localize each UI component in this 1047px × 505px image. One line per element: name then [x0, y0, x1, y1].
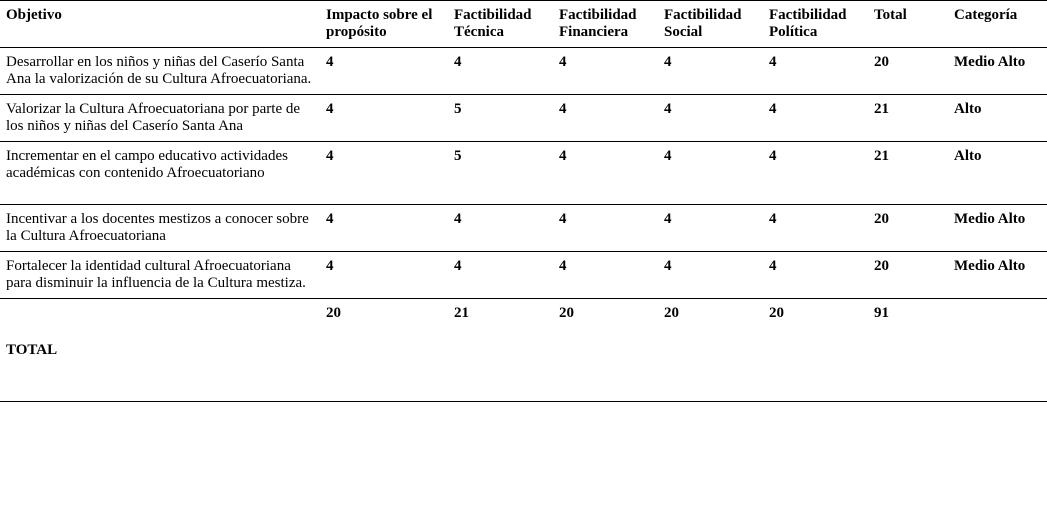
cell-financiera: 4 — [553, 252, 658, 299]
cell-politica: 4 — [763, 252, 868, 299]
cell-social: 4 — [658, 252, 763, 299]
cell-categoria: Medio Alto — [948, 205, 1047, 252]
total-social: 20 — [658, 299, 763, 402]
cell-politica: 4 — [763, 142, 868, 205]
cell-categoria: Alto — [948, 95, 1047, 142]
cell-tecnica: 4 — [448, 252, 553, 299]
total-categoria — [948, 299, 1047, 402]
col-header-impacto: Impacto sobre el propósito — [320, 1, 448, 48]
total-tecnica: 21 — [448, 299, 553, 402]
col-header-categoria: Categoría — [948, 1, 1047, 48]
cell-tecnica: 5 — [448, 95, 553, 142]
cell-impacto: 4 — [320, 142, 448, 205]
cell-financiera: 4 — [553, 205, 658, 252]
table-header: Objetivo Impacto sobre el propósito Fact… — [0, 1, 1047, 48]
total-impacto: 20 — [320, 299, 448, 402]
cell-social: 4 — [658, 142, 763, 205]
cell-total: 20 — [868, 205, 948, 252]
col-header-objetivo: Objetivo — [0, 1, 320, 48]
cell-impacto: 4 — [320, 48, 448, 95]
cell-categoria: Medio Alto — [948, 48, 1047, 95]
cell-total: 21 — [868, 95, 948, 142]
cell-tecnica: 4 — [448, 205, 553, 252]
col-header-tecnica: Factibilidad Técnica — [448, 1, 553, 48]
table-row: Desarrollar en los niños y niñas del Cas… — [0, 48, 1047, 95]
table-row: Fortalecer la identidad cultural Afroecu… — [0, 252, 1047, 299]
cell-categoria: Alto — [948, 142, 1047, 205]
cell-total: 20 — [868, 252, 948, 299]
cell-financiera: 4 — [553, 142, 658, 205]
table-row: Incrementar en el campo educativo activi… — [0, 142, 1047, 205]
cell-objetivo: Fortalecer la identidad cultural Afroecu… — [0, 252, 320, 299]
cell-objetivo: Incrementar en el campo educativo activi… — [0, 142, 320, 205]
objectives-table: Objetivo Impacto sobre el propósito Fact… — [0, 0, 1047, 402]
cell-impacto: 4 — [320, 205, 448, 252]
table-body: Desarrollar en los niños y niñas del Cas… — [0, 48, 1047, 402]
total-politica: 20 — [763, 299, 868, 402]
total-label: TOTAL — [0, 299, 320, 402]
cell-total: 20 — [868, 48, 948, 95]
cell-objetivo: Incentivar a los docentes mestizos a con… — [0, 205, 320, 252]
table-total-row: TOTAL 20 21 20 20 20 91 — [0, 299, 1047, 402]
cell-politica: 4 — [763, 95, 868, 142]
cell-tecnica: 5 — [448, 142, 553, 205]
cell-social: 4 — [658, 205, 763, 252]
total-total: 91 — [868, 299, 948, 402]
cell-politica: 4 — [763, 48, 868, 95]
cell-categoria: Medio Alto — [948, 252, 1047, 299]
col-header-financiera: Factibilidad Financiera — [553, 1, 658, 48]
cell-tecnica: 4 — [448, 48, 553, 95]
cell-impacto: 4 — [320, 252, 448, 299]
cell-social: 4 — [658, 95, 763, 142]
col-header-total: Total — [868, 1, 948, 48]
cell-financiera: 4 — [553, 95, 658, 142]
cell-impacto: 4 — [320, 95, 448, 142]
table-row: Valorizar la Cultura Afroecuatoriana por… — [0, 95, 1047, 142]
cell-total: 21 — [868, 142, 948, 205]
table-row: Incentivar a los docentes mestizos a con… — [0, 205, 1047, 252]
col-header-social: Factibilidad Social — [658, 1, 763, 48]
total-financiera: 20 — [553, 299, 658, 402]
cell-financiera: 4 — [553, 48, 658, 95]
col-header-politica: Factibilidad Política — [763, 1, 868, 48]
cell-politica: 4 — [763, 205, 868, 252]
cell-social: 4 — [658, 48, 763, 95]
cell-objetivo: Desarrollar en los niños y niñas del Cas… — [0, 48, 320, 95]
cell-objetivo: Valorizar la Cultura Afroecuatoriana por… — [0, 95, 320, 142]
